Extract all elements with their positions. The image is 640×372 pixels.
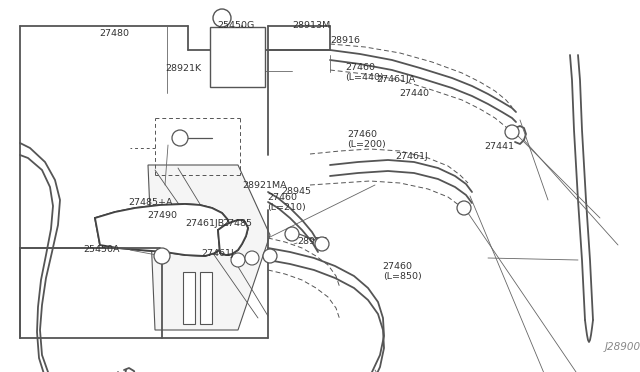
Polygon shape bbox=[95, 204, 230, 256]
Text: 27485+A: 27485+A bbox=[128, 198, 173, 207]
Text: 25450A: 25450A bbox=[83, 245, 120, 254]
Circle shape bbox=[154, 248, 170, 264]
Text: 27480: 27480 bbox=[99, 29, 129, 38]
Circle shape bbox=[315, 237, 329, 251]
Text: 27461J: 27461J bbox=[202, 249, 234, 258]
Circle shape bbox=[172, 130, 188, 146]
Text: 28945: 28945 bbox=[282, 187, 312, 196]
Polygon shape bbox=[218, 220, 248, 255]
Text: 25450G: 25450G bbox=[218, 21, 255, 30]
Circle shape bbox=[263, 249, 277, 263]
Text: 27460
(L=850): 27460 (L=850) bbox=[383, 262, 422, 281]
Text: 28913M: 28913M bbox=[292, 21, 330, 30]
Bar bbox=[183, 272, 195, 324]
Text: 27441: 27441 bbox=[484, 142, 514, 151]
Circle shape bbox=[245, 251, 259, 265]
Text: 27460
(L=200): 27460 (L=200) bbox=[348, 130, 387, 149]
Text: 27461J: 27461J bbox=[396, 153, 428, 161]
Circle shape bbox=[285, 227, 299, 241]
Text: 27485: 27485 bbox=[223, 219, 253, 228]
Circle shape bbox=[505, 125, 519, 139]
Text: 28916: 28916 bbox=[330, 36, 360, 45]
Circle shape bbox=[213, 9, 231, 27]
Text: 27461JA: 27461JA bbox=[376, 76, 415, 84]
Bar bbox=[210, 27, 265, 87]
Circle shape bbox=[231, 253, 245, 267]
Text: 28921MA: 28921MA bbox=[242, 182, 287, 190]
Polygon shape bbox=[148, 165, 270, 330]
Bar bbox=[200, 272, 212, 324]
Text: 27460
(L=210): 27460 (L=210) bbox=[268, 193, 307, 212]
Text: 27440: 27440 bbox=[399, 89, 429, 97]
Text: 27460
(L=440): 27460 (L=440) bbox=[346, 63, 385, 82]
Text: 27461JB: 27461JB bbox=[186, 219, 225, 228]
Text: 28937: 28937 bbox=[298, 237, 328, 246]
Text: J28900LY: J28900LY bbox=[605, 342, 640, 352]
Text: 28921K: 28921K bbox=[165, 64, 201, 73]
Text: 27490: 27490 bbox=[147, 211, 177, 220]
Circle shape bbox=[457, 201, 471, 215]
